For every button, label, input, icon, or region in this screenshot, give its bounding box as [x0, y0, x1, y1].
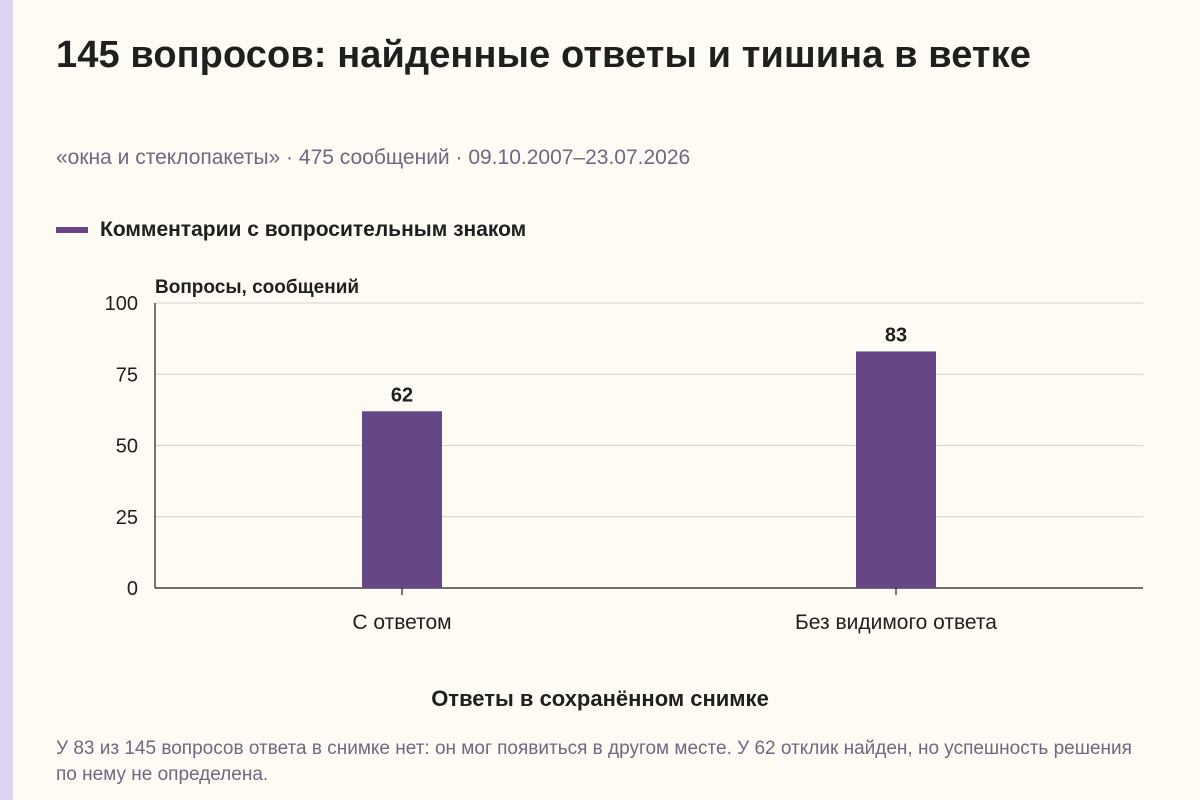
- y-tick-label: 75: [116, 364, 138, 386]
- x-tick-label: С ответом: [352, 611, 451, 634]
- bar: [362, 411, 442, 588]
- chart-legend: Комментарии с вопросительным знаком: [56, 218, 526, 242]
- legend-label: Комментарии с вопросительным знаком: [100, 218, 527, 241]
- bar-value-label: 62: [391, 384, 413, 406]
- page-subtitle: «окна и стеклопакеты» · 475 сообщений · …: [56, 146, 691, 169]
- footnote: У 83 из 145 вопросов ответа в снимке нет…: [56, 738, 1132, 785]
- y-tick-label: 25: [116, 507, 138, 529]
- page-title: 145 вопросов: найденные ответы и тишина …: [56, 34, 1031, 76]
- y-tick-label: 100: [105, 293, 138, 315]
- accent-strip: [0, 0, 13, 800]
- y-axis-label: Вопросы, сообщений: [155, 277, 359, 298]
- x-tick-label: Без видимого ответа: [795, 611, 997, 634]
- chart-title: Ответы в сохранённом снимке: [431, 686, 769, 711]
- bar-value-label: 83: [885, 324, 907, 346]
- bar: [856, 351, 936, 588]
- legend-swatch: [56, 227, 88, 233]
- y-tick-label: 50: [116, 436, 138, 458]
- y-tick-label: 0: [127, 578, 138, 600]
